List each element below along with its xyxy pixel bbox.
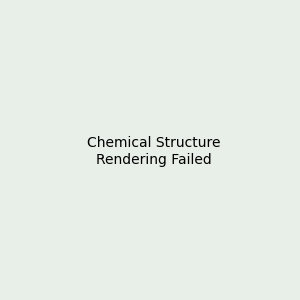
Text: Chemical Structure
Rendering Failed: Chemical Structure Rendering Failed bbox=[87, 136, 220, 166]
